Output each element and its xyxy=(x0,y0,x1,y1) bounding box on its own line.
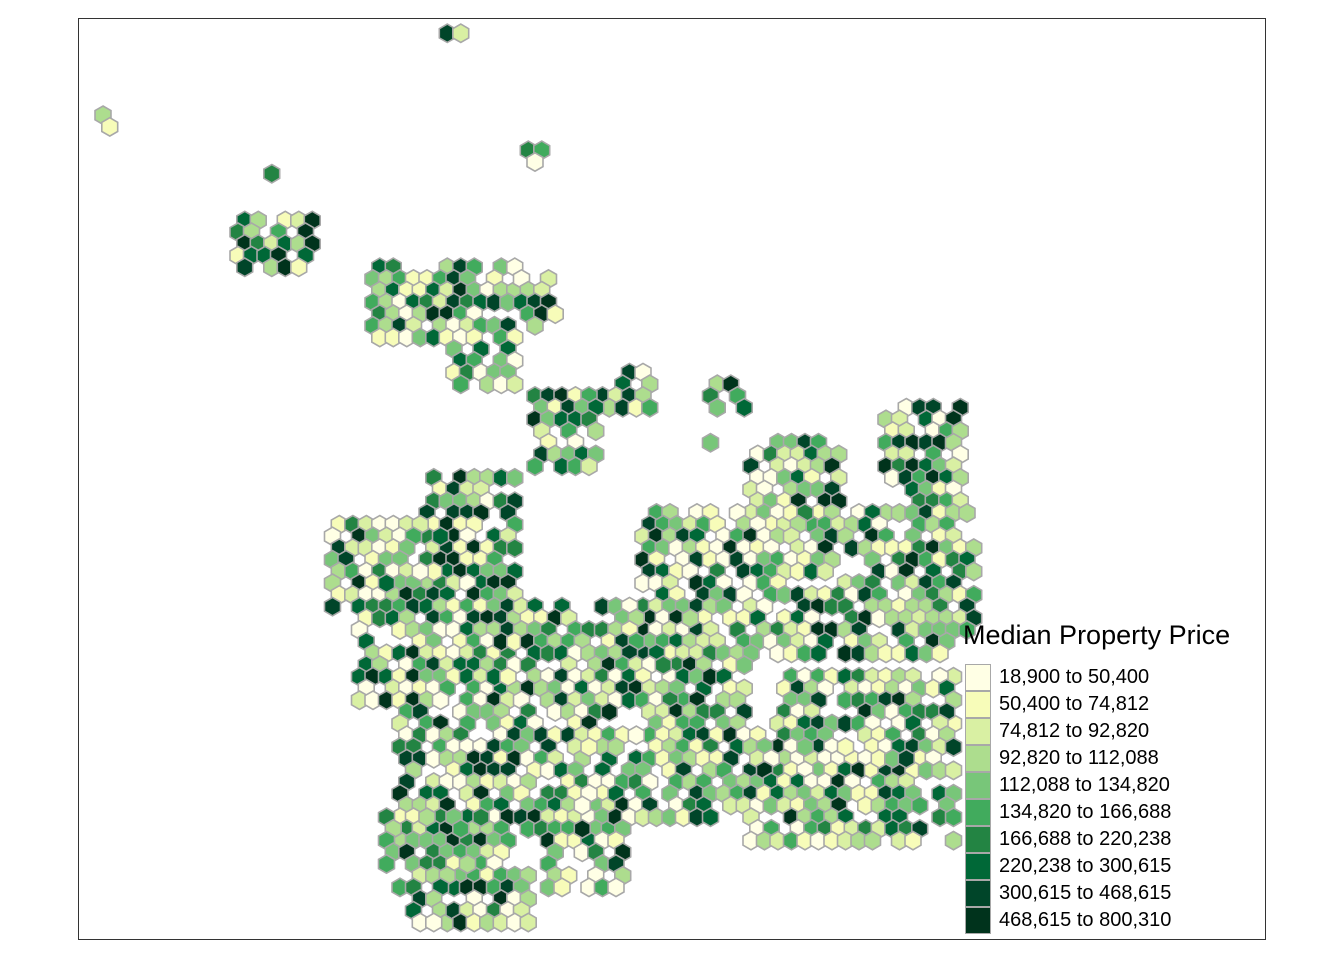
hex-cell xyxy=(236,257,254,278)
hex-cell xyxy=(573,818,592,840)
legend-swatch xyxy=(965,718,991,745)
hex-cell xyxy=(580,736,598,758)
hex-cell xyxy=(526,151,544,173)
hex-cell xyxy=(519,912,538,933)
hex-cell xyxy=(944,736,963,758)
hex-cell xyxy=(735,654,754,676)
hex-cell xyxy=(573,795,592,816)
legend-swatch xyxy=(965,799,991,826)
hex-cell xyxy=(701,807,720,828)
hex-cell xyxy=(701,432,720,453)
hex-cell xyxy=(431,690,450,711)
hex-cell xyxy=(526,456,544,477)
hex-cell xyxy=(809,643,828,664)
hex-cell xyxy=(431,526,450,547)
hex-cell xyxy=(418,807,436,828)
legend-swatch xyxy=(965,745,991,772)
legend-label: 134,820 to 166,688 xyxy=(999,801,1172,823)
legend-label: 74,812 to 92,820 xyxy=(999,720,1150,742)
hex-cell xyxy=(586,420,605,442)
legend-label: 112,088 to 134,820 xyxy=(999,774,1170,796)
hex-cell xyxy=(607,877,625,898)
legend-swatch xyxy=(965,772,991,799)
hex-cell xyxy=(897,748,916,769)
hex-cell xyxy=(735,397,754,418)
hex-cell xyxy=(600,701,619,723)
hex-cell xyxy=(411,561,430,582)
hex-cell xyxy=(289,257,308,278)
hex-cell xyxy=(377,853,396,875)
hex-cell xyxy=(580,456,598,477)
hex-cell xyxy=(451,818,470,840)
legend-swatch xyxy=(965,826,991,853)
legend: Median Property Price 18,900 to 50,400 5… xyxy=(963,620,1263,936)
legend-label: 18,900 to 50,400 xyxy=(999,666,1150,688)
hex-cell xyxy=(910,795,929,816)
hex-cell xyxy=(101,116,119,138)
hex-cell xyxy=(958,619,976,641)
hex-cell xyxy=(505,374,524,395)
hex-cell xyxy=(451,23,470,44)
hex-cell xyxy=(424,912,443,933)
legend-swatch xyxy=(965,691,991,718)
legend-label: 50,400 to 74,812 xyxy=(999,693,1150,715)
legend-label: 220,238 to 300,615 xyxy=(999,855,1172,877)
legend-label: 300,615 to 468,615 xyxy=(999,882,1172,904)
legend-label: 468,615 to 800,310 xyxy=(999,909,1172,931)
hex-cell xyxy=(499,666,517,687)
hex-cell xyxy=(931,643,949,664)
hex-cell xyxy=(836,736,855,758)
hex-cell xyxy=(472,807,490,828)
hex-cell xyxy=(526,315,544,336)
hex-cell xyxy=(451,374,470,395)
hex-cell xyxy=(816,561,835,582)
hex-cell xyxy=(958,502,976,524)
hex-cell xyxy=(607,736,625,758)
hex-cell xyxy=(796,736,814,758)
hex-cell xyxy=(654,654,673,676)
hex-cell xyxy=(964,561,983,582)
hex-cell xyxy=(944,760,963,781)
hex-cell xyxy=(640,397,659,418)
hex-cell xyxy=(553,877,571,898)
hex-cell xyxy=(546,303,565,325)
legend-swatch xyxy=(965,907,991,934)
hex-cell xyxy=(944,830,963,851)
legend-swatch xyxy=(965,853,991,880)
legend-swatch xyxy=(965,880,991,907)
hex-cell xyxy=(323,596,342,617)
hex-cell xyxy=(681,608,700,629)
hex-cell xyxy=(708,397,727,418)
legend-swatch xyxy=(965,664,991,691)
hex-cell xyxy=(904,830,922,851)
hex-cell xyxy=(944,807,963,828)
hex-cell xyxy=(458,853,477,875)
hex-cell xyxy=(262,163,281,184)
legend-label: 92,820 to 112,088 xyxy=(999,747,1159,769)
hex-cell xyxy=(863,830,882,851)
hex-cell xyxy=(377,573,396,594)
legend-title: Median Property Price xyxy=(963,620,1231,650)
hex-cell xyxy=(627,725,646,746)
hex-cell xyxy=(505,537,524,559)
hex-cell xyxy=(505,467,524,489)
legend-label: 166,688 to 220,238 xyxy=(999,828,1172,850)
